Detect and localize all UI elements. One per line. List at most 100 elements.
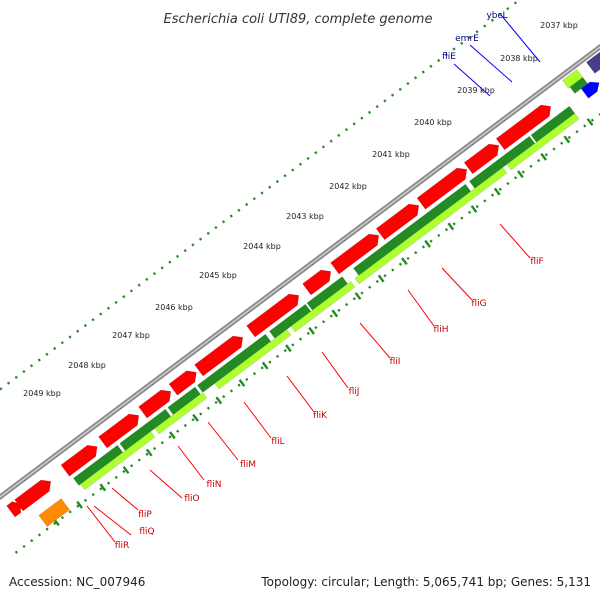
tick-dot	[137, 283, 141, 287]
tick-dot	[291, 168, 295, 172]
tick-dot	[506, 181, 510, 186]
gene-callout-line	[441, 267, 473, 301]
tick-dot	[421, 245, 426, 249]
tick-dot	[521, 170, 525, 174]
tick-dot	[45, 352, 49, 356]
major-tick	[238, 379, 246, 387]
outer-tick-dots	[0, 1, 518, 391]
gene-bar-dark	[72, 444, 124, 486]
tick-dot	[321, 145, 326, 149]
tick-dot	[460, 216, 464, 220]
gene-bar-light	[154, 391, 208, 435]
gene-callout-line	[93, 505, 132, 536]
feature-track	[6, 51, 600, 528]
tick-dot	[76, 504, 80, 508]
major-tick	[308, 326, 315, 335]
major-tick	[470, 205, 478, 213]
tick-dot	[475, 204, 479, 209]
tick-dot	[91, 318, 95, 322]
gene-callout-line	[321, 351, 349, 389]
tick-dot	[368, 285, 372, 289]
gene-bar-light	[79, 430, 156, 491]
cds-arrow	[194, 335, 244, 377]
tick-dot	[483, 24, 487, 28]
tick-dot	[252, 372, 257, 376]
tick-dot	[37, 533, 42, 537]
tick-dot	[314, 151, 318, 155]
tick-dot	[383, 274, 387, 278]
cds-arrow	[495, 104, 552, 151]
gene-label: fliG	[471, 299, 486, 309]
gene-label: fliP	[138, 510, 152, 520]
blue-feature	[580, 81, 600, 99]
gene-label: fliR	[115, 541, 129, 551]
major-tick	[192, 413, 199, 422]
tick-dot	[429, 64, 433, 68]
tick-dot	[352, 122, 356, 126]
kbp-label: 2039 kbp	[457, 86, 495, 95]
gene-callout-line	[500, 14, 541, 63]
tick-dot	[398, 87, 402, 91]
genome-backbone	[0, 43, 600, 501]
tick-dot	[260, 191, 264, 195]
tick-dot	[160, 441, 164, 445]
tick-dot	[60, 516, 65, 520]
tick-dot	[375, 279, 379, 284]
major-tick	[401, 257, 408, 266]
gene-label: fliE	[442, 52, 456, 62]
gene-callout-line	[407, 289, 435, 327]
major-tick	[76, 500, 83, 509]
tick-dot	[544, 153, 548, 157]
tick-dot	[37, 358, 41, 362]
cds-arrow	[98, 413, 140, 449]
tick-dot	[429, 239, 433, 243]
kbp-label: 2041 kbp	[372, 150, 410, 159]
gene-bar-light	[354, 166, 508, 285]
backbone-highlight	[0, 46, 600, 498]
cds-arrow	[416, 167, 468, 210]
tick-dot	[467, 35, 471, 40]
tick-dot	[152, 272, 157, 276]
tick-dot	[306, 331, 310, 335]
tick-dot	[560, 141, 564, 145]
gene-label: fliI	[390, 357, 401, 367]
gene-callout-line	[359, 322, 391, 359]
tick-dot	[122, 295, 126, 299]
tick-dot	[214, 400, 218, 405]
tick-dot	[298, 162, 302, 166]
tick-dot	[575, 130, 579, 134]
tick-dot	[375, 104, 379, 109]
tick-dot	[6, 381, 11, 385]
tick-dot	[298, 337, 303, 341]
tick-dot	[398, 262, 402, 266]
gene-callout-line	[499, 223, 531, 259]
tick-dot	[214, 225, 218, 230]
orange-feature	[38, 498, 71, 528]
major-tick	[447, 222, 455, 231]
tick-dot	[268, 185, 272, 189]
kbp-label: 2048 kbp	[68, 361, 106, 370]
tick-dot	[444, 53, 448, 57]
tick-dot	[45, 527, 49, 531]
tick-dot	[391, 268, 395, 272]
tick-dot	[222, 220, 226, 224]
tick-dot	[114, 475, 118, 479]
tick-dot	[14, 550, 18, 554]
gene-callout-line	[469, 44, 513, 83]
kbp-label: 2037 kbp	[540, 21, 578, 30]
tick-dot	[337, 133, 341, 138]
gene-callout-line	[86, 505, 116, 543]
gene-label: fliO	[184, 494, 199, 504]
cds-arrow	[246, 293, 300, 338]
tick-dot	[99, 312, 103, 316]
tick-dot	[414, 76, 418, 80]
gene-label: fliM	[240, 460, 256, 470]
gene-label: ybcL	[486, 11, 507, 21]
tick-dot	[245, 202, 249, 207]
cds-arrow	[138, 389, 172, 419]
tick-dot	[0, 387, 3, 391]
tick-dot	[30, 539, 34, 543]
tick-dot	[414, 251, 418, 255]
